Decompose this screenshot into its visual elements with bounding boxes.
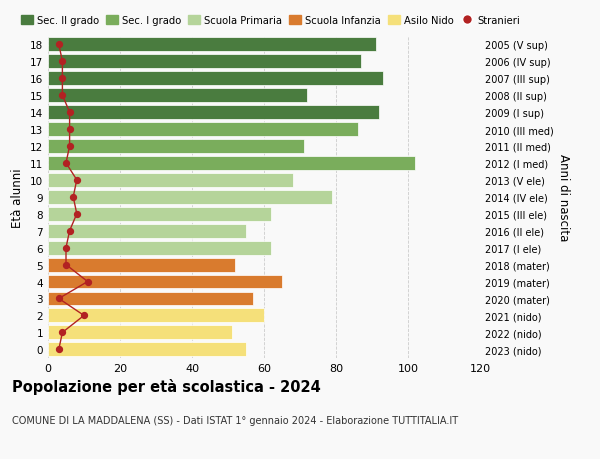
Bar	[48, 174, 293, 187]
Point	[54, 41, 64, 49]
Bar	[48, 326, 232, 340]
Point	[72, 177, 82, 184]
Bar	[48, 275, 282, 289]
Point	[61, 245, 71, 252]
Point	[83, 278, 92, 285]
Point	[72, 211, 82, 218]
Point	[61, 160, 71, 167]
Text: Popolazione per età scolastica - 2024: Popolazione per età scolastica - 2024	[12, 379, 321, 395]
Bar	[48, 292, 253, 306]
Point	[68, 194, 78, 201]
Bar	[48, 190, 332, 204]
Bar	[48, 342, 246, 357]
Bar	[48, 89, 307, 103]
Bar	[48, 258, 235, 272]
Point	[58, 329, 67, 336]
Bar	[48, 224, 246, 238]
Bar	[48, 106, 379, 120]
Point	[65, 228, 74, 235]
Bar	[48, 123, 358, 137]
Bar	[48, 72, 383, 86]
Point	[65, 126, 74, 134]
Bar	[48, 55, 361, 69]
Bar	[48, 38, 376, 52]
Point	[58, 58, 67, 66]
Y-axis label: Anni di nascita: Anni di nascita	[557, 154, 570, 241]
Bar	[48, 241, 271, 255]
Point	[58, 92, 67, 100]
Point	[54, 295, 64, 302]
Bar	[48, 157, 415, 170]
Bar	[48, 309, 264, 323]
Point	[79, 312, 89, 319]
Point	[65, 143, 74, 150]
Bar	[48, 140, 304, 154]
Point	[65, 109, 74, 117]
Point	[54, 346, 64, 353]
Point	[61, 261, 71, 269]
Y-axis label: Età alunni: Età alunni	[11, 168, 25, 227]
Bar	[48, 207, 271, 221]
Point	[58, 75, 67, 83]
Legend: Sec. II grado, Sec. I grado, Scuola Primaria, Scuola Infanzia, Asilo Nido, Stran: Sec. II grado, Sec. I grado, Scuola Prim…	[17, 12, 524, 30]
Text: COMUNE DI LA MADDALENA (SS) - Dati ISTAT 1° gennaio 2024 - Elaborazione TUTTITAL: COMUNE DI LA MADDALENA (SS) - Dati ISTAT…	[12, 415, 458, 425]
